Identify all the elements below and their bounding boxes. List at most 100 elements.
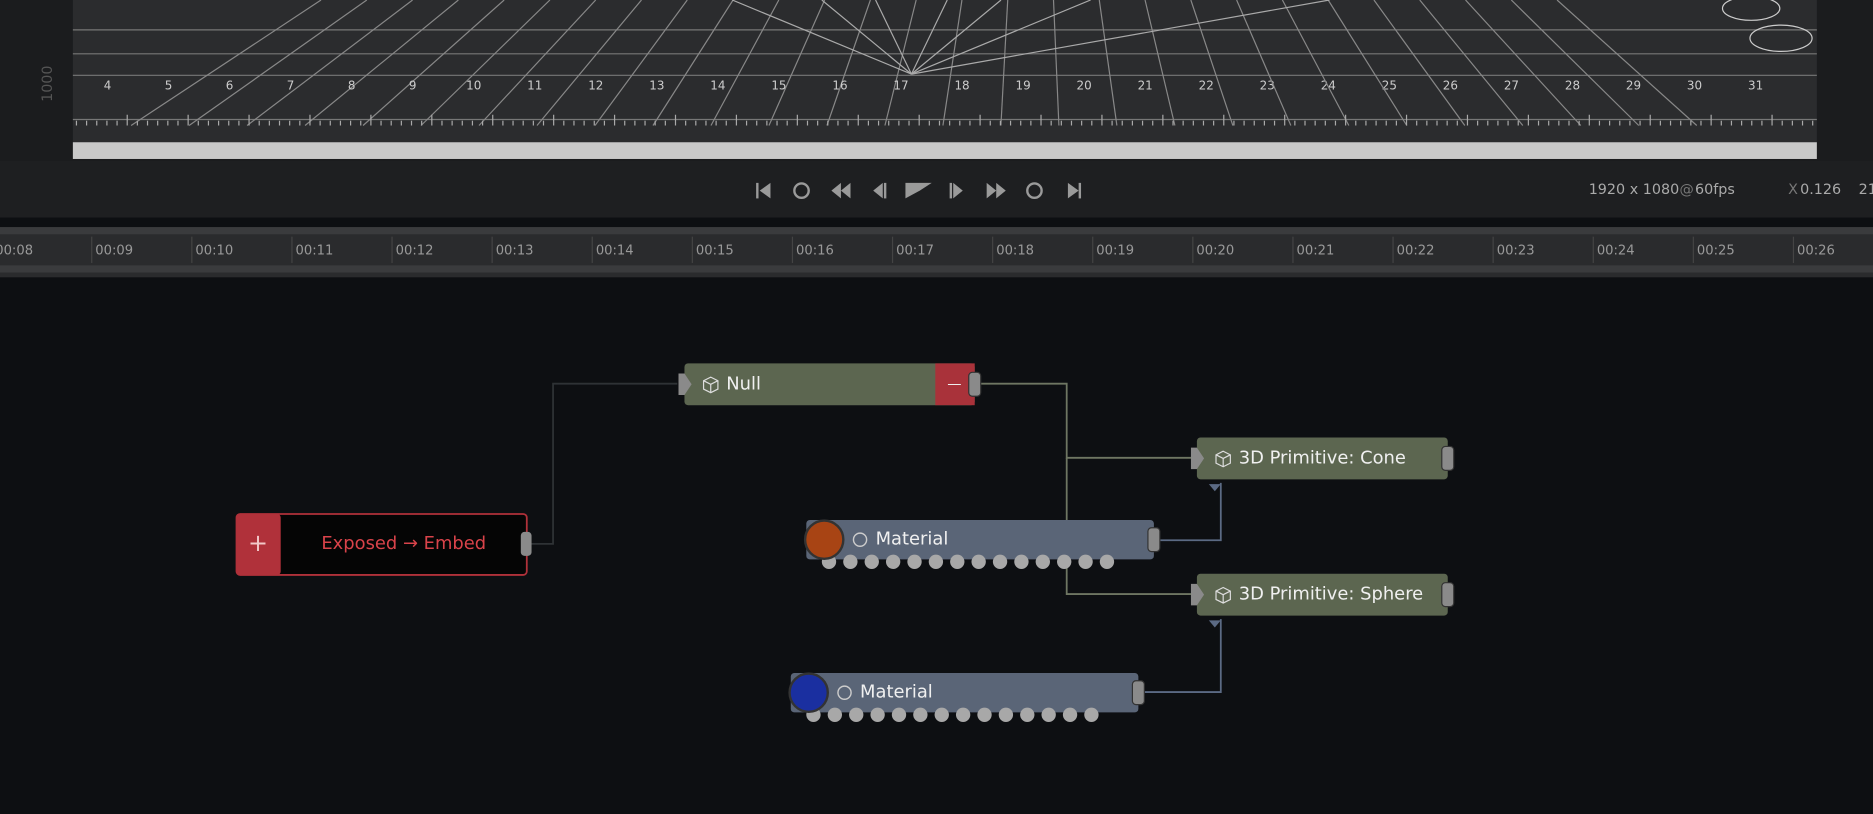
input-arrow	[1208, 620, 1221, 628]
grid-line	[1236, 0, 1292, 126]
viewport-floor	[72, 142, 1817, 159]
loop-forward[interactable]	[1026, 182, 1043, 200]
x-value: 0.126	[1800, 182, 1841, 198]
step-forward[interactable]	[949, 182, 963, 199]
ruler-label: 12	[588, 79, 603, 93]
transport-controls	[756, 182, 1082, 200]
material-ball	[803, 519, 845, 560]
wire	[1138, 619, 1222, 693]
guide-line	[911, 0, 1330, 75]
ruler-label: 11	[527, 79, 542, 93]
gizmo	[1721, 0, 1781, 21]
guide-line	[911, 0, 1002, 75]
port[interactable]	[520, 531, 532, 556]
step-back[interactable]	[873, 182, 887, 199]
grid-line	[710, 0, 780, 126]
output-port[interactable]	[968, 371, 982, 397]
ruler-label: 21	[1138, 79, 1153, 93]
play[interactable]	[905, 182, 932, 199]
grid-line	[1190, 0, 1234, 126]
node[interactable]: 3D Primitive: Sphere	[1190, 573, 1455, 628]
grid-line	[1144, 0, 1176, 126]
guide-line	[821, 0, 912, 75]
ruler-label: 7	[287, 79, 295, 93]
grid-line	[188, 0, 368, 126]
node-label: Material	[876, 529, 949, 550]
ruler-label: 13	[649, 79, 664, 93]
grid-line	[1510, 0, 1640, 126]
param-port	[928, 554, 944, 569]
grid-line	[1281, 0, 1350, 126]
grid-line	[942, 0, 963, 126]
ruler-label: 9	[409, 79, 417, 93]
input-port[interactable]	[678, 373, 692, 396]
grid-line	[826, 0, 871, 126]
param-port	[1062, 707, 1078, 722]
guide-line	[911, 0, 1091, 75]
x-label: X	[1788, 182, 1798, 198]
go-end[interactable]	[1067, 182, 1082, 199]
output-port[interactable]	[1147, 527, 1161, 553]
grid-line	[594, 0, 688, 126]
node-label: 3D Primitive: Cone	[1239, 447, 1406, 468]
node-label: Null	[726, 373, 761, 394]
param-port	[1084, 707, 1099, 722]
output-port[interactable]	[1441, 582, 1455, 608]
param-port	[992, 554, 1008, 569]
exposed-node[interactable]: + Exposed → Embed	[235, 513, 532, 576]
frame: 21	[1859, 182, 1873, 198]
input-port[interactable]	[1190, 583, 1205, 606]
guide-lines: 4567891011121314151617181920212223242526…	[72, 0, 1817, 127]
ruler-label: 15	[771, 79, 786, 93]
timeline-label: 00:16	[796, 244, 834, 259]
grid-line	[1556, 0, 1698, 126]
param-port	[1057, 554, 1072, 569]
timeline-label: 00:21	[1297, 244, 1335, 259]
grid-line	[1000, 0, 1009, 126]
ruler-label: 30	[1687, 79, 1702, 93]
param-port	[1035, 554, 1050, 569]
param-port	[977, 707, 992, 722]
loop-back[interactable]	[793, 182, 810, 200]
ruler-label: 4	[104, 79, 112, 93]
node[interactable]: Material	[788, 672, 1145, 722]
ruler-label: 26	[1443, 79, 1458, 93]
ruler-label: 23	[1260, 79, 1275, 93]
timeline-label: 00:23	[1497, 244, 1535, 259]
node[interactable]: 3D Primitive: Cone	[1190, 437, 1455, 492]
ruler-label: 29	[1626, 79, 1641, 93]
grid-line	[478, 0, 597, 126]
output-port[interactable]	[1441, 445, 1455, 471]
ruler-label: 27	[1504, 79, 1519, 93]
timeline-label: 00:15	[696, 244, 734, 259]
wire	[1065, 457, 1197, 595]
timeline-edge	[0, 227, 1873, 235]
node-body	[1196, 437, 1448, 480]
grid-line	[536, 0, 642, 126]
grid-line	[884, 0, 917, 126]
node-body	[1196, 573, 1448, 616]
fast-forward[interactable]	[986, 182, 1006, 199]
go-start[interactable]	[756, 182, 771, 199]
timeline-label: 00:08	[0, 244, 33, 259]
param-port	[1078, 554, 1093, 569]
cube-icon	[1215, 450, 1231, 468]
exposed-button[interactable]	[236, 513, 281, 575]
ruler-label: 20	[1077, 79, 1092, 93]
ruler-label: 10	[466, 79, 481, 93]
exposed-label: Exposed → Embed	[321, 533, 486, 554]
node[interactable]: Material	[803, 519, 1161, 569]
timeline-label: 00:25	[1697, 244, 1735, 259]
output-port[interactable]	[1131, 680, 1145, 706]
grid-line	[768, 0, 826, 126]
node[interactable]: — Null	[678, 363, 982, 406]
input-port[interactable]	[1190, 447, 1205, 470]
resolution: 1920 x 1080	[1589, 182, 1680, 198]
viewport-canvas	[72, 0, 1817, 143]
material-icon	[852, 532, 868, 547]
grid-line	[652, 0, 734, 126]
node-remove-icon: —	[947, 376, 961, 392]
ruler-label: 25	[1382, 79, 1397, 93]
param-port	[971, 554, 986, 569]
